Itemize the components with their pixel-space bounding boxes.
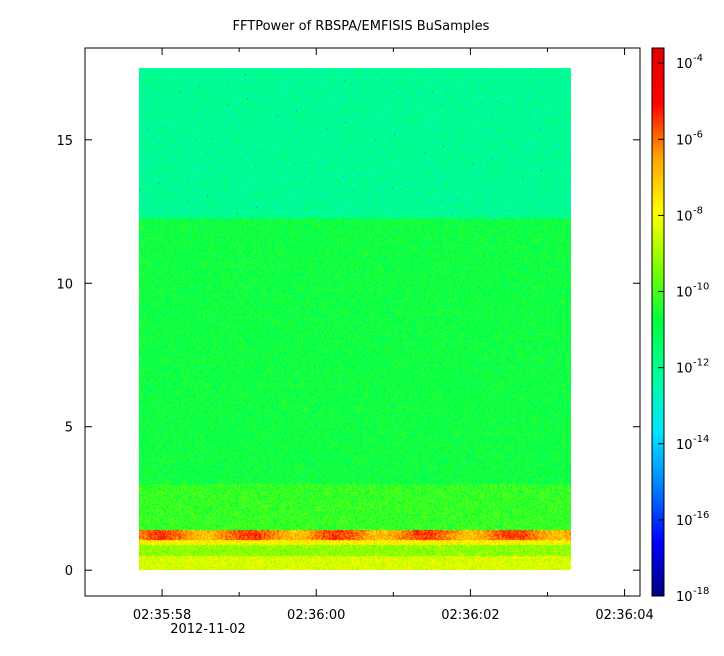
y-tick-label: 0 [65, 564, 73, 579]
colorbar-tick-exponent: -14 [693, 434, 709, 445]
colorbar-tick-exponent: -8 [693, 205, 703, 216]
colorbar-tick-label: 10 [676, 133, 693, 148]
colorbar-tick-exponent: -10 [693, 282, 709, 293]
colorbar-tick-exponent: -6 [693, 129, 703, 140]
colorbar-tick-label: 10 [676, 362, 693, 377]
colorbar-tick-exponent: -4 [693, 53, 703, 64]
x-tick-label: 02:36:02 [441, 608, 499, 623]
y-tick-label: 15 [56, 134, 73, 149]
colorbar-tick-exponent: -16 [693, 510, 709, 521]
x-axis-date-label: 2012-11-02 [170, 622, 246, 637]
y-tick-label: 10 [56, 277, 73, 292]
y-axis: 0 5 10 15 [56, 134, 640, 579]
colorbar-tick-label: 10 [676, 209, 693, 224]
x-axis: 02:35:58 02:36:00 02:36:02 02:36:04 [84, 48, 654, 623]
colorbar-tick-label: 10 [676, 590, 693, 605]
colorbar-tick-label: 10 [676, 57, 693, 72]
colorbar-tick-label: 10 [676, 286, 693, 301]
y-tick-label: 5 [65, 421, 73, 436]
colorbar-tick-exponent: -18 [693, 586, 709, 597]
colorbar [651, 47, 665, 597]
x-tick-label: 02:36:00 [287, 608, 345, 623]
colorbar-tick-label: 10 [676, 514, 693, 529]
x-tick-label: 02:36:04 [595, 608, 653, 623]
spectrogram-image [138, 68, 571, 571]
colorbar-tick-label: 10 [676, 438, 693, 453]
chart-title: FFTPower of RBSPA/EMFISIS BuSamples [233, 19, 490, 34]
spectrogram-cells [138, 68, 571, 571]
colorbar-tick-exponent: -12 [693, 358, 709, 369]
x-tick-label: 02:35:58 [133, 608, 191, 623]
